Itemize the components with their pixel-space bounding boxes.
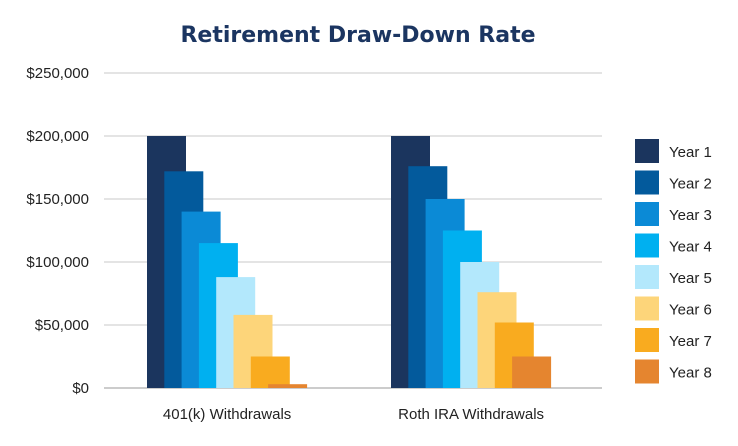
legend-swatch [635,328,659,352]
legend-label: Year 1 [669,144,712,161]
legend-label: Year 6 [669,302,712,319]
y-tick-label: $150,000 [26,191,89,208]
legend-swatch [635,139,659,163]
legend-label: Year 5 [669,270,712,287]
y-tick-label: $250,000 [26,65,89,82]
x-category-label: 401(k) Withdrawals [163,406,291,423]
legend-swatch [635,296,659,321]
y-tick-label: $50,000 [35,317,89,334]
y-tick-label: $200,000 [26,128,89,145]
legend-label: Year 3 [669,207,712,224]
y-tick-label: $0 [72,380,89,397]
legend-label: Year 2 [669,176,712,193]
bar [268,384,308,388]
chart-title: Retirement Draw-Down Rate [180,23,535,48]
legend-label: Year 7 [669,333,712,350]
legend: Year 1 Year 2 Year 3 Year 4 Year 5 Year 6 Year… [635,139,712,384]
legend-swatch [635,202,659,226]
x-axis: 401(k) Withdrawals Roth IRA Withdrawals [163,406,544,423]
legend-swatch [635,359,659,384]
y-tick-label: $100,000 [26,254,89,271]
legend-swatch [635,170,659,195]
legend-label: Year 8 [669,365,712,382]
bar [250,356,290,388]
legend-swatch [635,233,659,258]
legend-label: Year 4 [669,239,712,256]
bar [512,356,552,388]
x-category-label: Roth IRA Withdrawals [398,406,544,423]
bars [147,136,552,388]
legend-swatch [635,265,659,289]
